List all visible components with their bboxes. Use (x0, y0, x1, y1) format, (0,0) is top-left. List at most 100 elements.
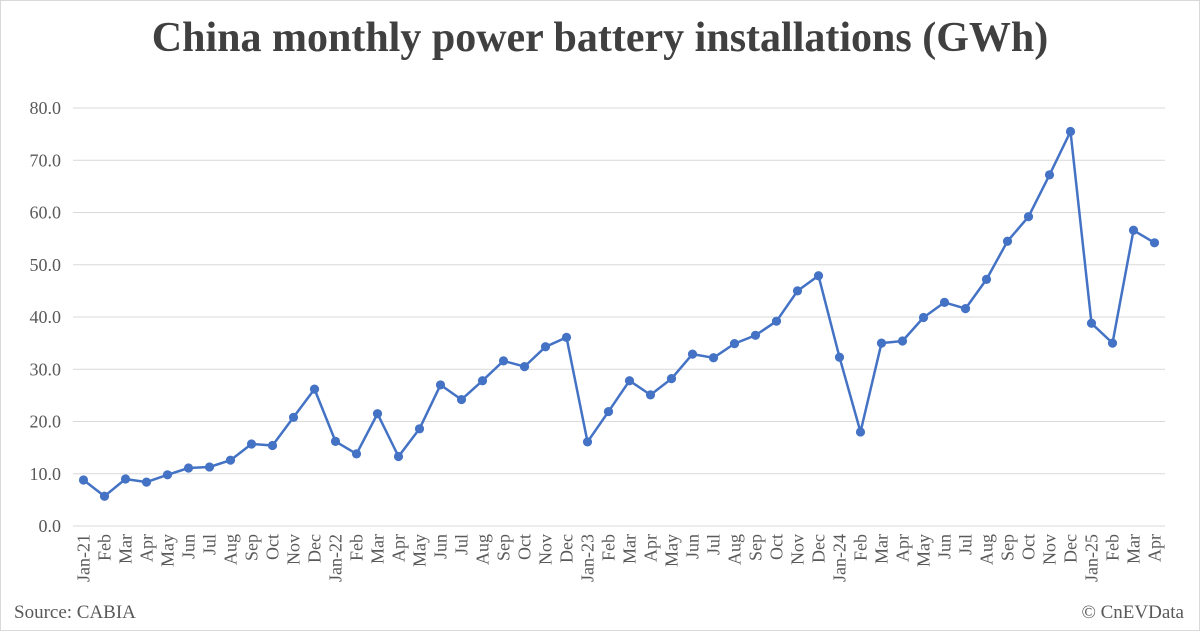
x-tick-label: Mar (368, 534, 388, 564)
x-tick-label: Sep (494, 534, 514, 561)
data-point (1023, 212, 1034, 222)
x-tick-label: Apr (137, 534, 157, 562)
data-point (99, 491, 110, 501)
x-tick-label: Apr (893, 534, 913, 562)
x-tick-label: Sep (242, 534, 262, 561)
source-note: Source: CABIA (14, 602, 136, 623)
x-tick-label: Oct (767, 534, 787, 560)
data-point (855, 427, 866, 437)
data-point (435, 380, 446, 390)
x-tick-label: Jul (704, 534, 724, 555)
data-point (141, 477, 152, 487)
x-tick-label: Mar (116, 534, 136, 564)
data-point (687, 349, 698, 359)
x-tick-label: Feb (851, 534, 871, 561)
data-point (204, 462, 215, 472)
chart-title: China monthly power battery installation… (151, 15, 1049, 61)
data-point (939, 297, 950, 307)
data-point (1044, 170, 1055, 180)
data-point (624, 376, 635, 386)
x-tick-label: Feb (95, 534, 115, 561)
series-line (82, 130, 1156, 498)
x-tick-label: Nov (788, 534, 808, 565)
data-point (645, 390, 656, 400)
x-tick-label: Sep (746, 534, 766, 561)
data-point (477, 376, 488, 386)
x-tick-label: Aug (221, 534, 241, 565)
x-tick-label: Jun (935, 534, 955, 559)
x-tick-label: May (914, 534, 934, 567)
x-tick-label: Jun (179, 534, 199, 559)
x-tick-label: Nov (284, 534, 304, 565)
data-point (561, 332, 572, 342)
x-axis-ticks: Jan-21 Feb Mar Apr May Jun Jul Aug Sep Oct Nov Dec J… (74, 534, 1165, 582)
data-point (708, 353, 719, 363)
x-tick-label: May (662, 534, 682, 567)
y-tick-label: 0.0 (39, 516, 62, 536)
x-tick-label: Mar (620, 534, 640, 564)
data-point (750, 330, 761, 340)
data-point (981, 274, 992, 284)
y-tick-label: 60.0 (30, 203, 62, 223)
x-tick-label: Jul (452, 534, 472, 555)
x-tick-label: Mar (872, 534, 892, 564)
data-point (330, 436, 341, 446)
data-point (1086, 318, 1097, 328)
series-layer (78, 126, 1160, 501)
data-point (456, 394, 467, 405)
data-point (666, 374, 677, 384)
gridlines (73, 107, 1165, 527)
data-point (1149, 238, 1160, 248)
x-tick-label: May (158, 534, 178, 567)
data-point (897, 336, 908, 346)
data-point (1107, 338, 1118, 348)
x-tick-label: Jun (431, 534, 451, 559)
x-tick-label: Jan-23 (578, 534, 598, 582)
data-point (771, 316, 782, 326)
data-point (414, 424, 425, 434)
x-tick-label: Dec (557, 534, 577, 563)
x-tick-label: Jan-22 (326, 534, 346, 582)
x-tick-label: Aug (725, 534, 745, 565)
data-point (288, 412, 299, 422)
x-tick-label: Oct (263, 534, 283, 560)
x-tick-label: Feb (599, 534, 619, 561)
x-tick-label: Apr (389, 534, 409, 562)
copyright-note: © CnEVData (1081, 602, 1184, 623)
data-point (162, 470, 173, 480)
data-point (498, 356, 509, 366)
data-point (1128, 225, 1139, 235)
x-tick-label: Nov (1040, 534, 1060, 565)
x-tick-label: Jan-24 (830, 534, 850, 582)
data-point (540, 342, 551, 352)
x-tick-label: Sep (998, 534, 1018, 561)
data-point (225, 455, 236, 465)
x-tick-label: Jul (200, 534, 220, 555)
x-tick-label: Feb (1103, 534, 1123, 561)
y-tick-label: 80.0 (30, 98, 62, 118)
data-point (78, 475, 89, 485)
data-point (582, 437, 593, 447)
data-point (519, 362, 530, 372)
x-tick-label: Apr (641, 534, 661, 562)
data-point (960, 304, 971, 314)
x-tick-label: Jan-25 (1082, 534, 1102, 582)
x-tick-label: Nov (536, 534, 556, 565)
data-point (183, 463, 194, 473)
y-tick-label: 10.0 (30, 464, 62, 484)
data-point (1065, 126, 1076, 137)
data-point (813, 271, 824, 281)
x-tick-label: Oct (515, 534, 535, 560)
y-tick-label: 30.0 (30, 359, 62, 379)
data-point (351, 449, 362, 459)
data-point (792, 286, 803, 296)
x-tick-label: May (410, 534, 430, 567)
y-tick-label: 40.0 (30, 307, 62, 327)
x-tick-label: Aug (473, 534, 493, 565)
data-point (393, 451, 404, 462)
x-tick-label: Apr (1145, 534, 1165, 562)
x-tick-label: Jul (956, 534, 976, 555)
y-tick-label: 70.0 (30, 150, 62, 170)
data-point (309, 384, 320, 394)
